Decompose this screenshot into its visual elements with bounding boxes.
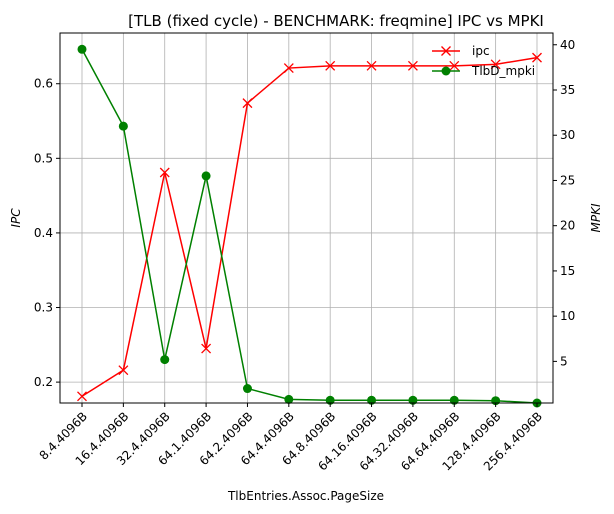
x-axis: 8.4.4096B16.4.4096B32.4.4096B64.1.4096B6… bbox=[37, 403, 545, 474]
marker-stroke bbox=[449, 60, 460, 71]
y-left-tick-label: 0.5 bbox=[34, 151, 53, 165]
y-right-tick-label: 40 bbox=[560, 38, 575, 52]
chart-title: [TLB (fixed cycle) - BENCHMARK: freqmine… bbox=[128, 12, 544, 30]
data-point-TlbD_mpki bbox=[118, 121, 128, 131]
data-point-ipc bbox=[449, 60, 460, 71]
marker-stroke bbox=[77, 391, 87, 402]
y-axis-left: 0.2 0.3 0.4 0.5 0.6 bbox=[34, 77, 60, 389]
data-point-ipc bbox=[77, 391, 87, 402]
legend-label: TlbD_mpki bbox=[471, 64, 535, 78]
marker-stroke bbox=[325, 60, 336, 71]
y-left-tick-label: 0.2 bbox=[34, 375, 53, 389]
data-point-ipc bbox=[242, 98, 253, 109]
legend-marker bbox=[441, 46, 451, 56]
marker-stroke bbox=[242, 98, 253, 109]
marker-stroke bbox=[490, 59, 501, 70]
series-layer bbox=[77, 44, 542, 408]
plot-frame bbox=[59, 32, 554, 404]
data-point-TlbD_mpki bbox=[160, 355, 170, 365]
data-point-ipc bbox=[201, 343, 212, 354]
marker-stroke bbox=[118, 365, 129, 376]
marker-stroke bbox=[366, 60, 377, 71]
grid bbox=[60, 33, 553, 403]
data-point-ipc bbox=[159, 167, 170, 178]
y-right-tick-label: 25 bbox=[560, 173, 575, 187]
data-point-ipc bbox=[532, 52, 542, 63]
legend-label: ipc bbox=[472, 44, 490, 58]
y-left-tick-label: 0.4 bbox=[34, 226, 53, 240]
series-line-TlbD_mpki bbox=[81, 48, 538, 404]
data-point-ipc bbox=[407, 60, 418, 71]
y-left-tick-label: 0.6 bbox=[34, 77, 53, 91]
y-axis-right: 5 10 15 20 25 30 35 40 bbox=[553, 38, 575, 368]
data-point-TlbD_mpki bbox=[284, 394, 294, 404]
legend-marker bbox=[441, 66, 451, 76]
y-left-tick-label: 0.3 bbox=[34, 301, 53, 315]
legend-item-ipc: ipc bbox=[432, 44, 490, 58]
legend: ipc TlbD_mpki bbox=[432, 44, 535, 78]
x-axis-label: TlbEntries.Assoc.PageSize bbox=[227, 489, 384, 503]
y-right-tick-label: 30 bbox=[560, 128, 575, 142]
data-point-ipc bbox=[325, 60, 336, 71]
y-right-tick-label: 5 bbox=[560, 354, 568, 368]
y-right-tick-label: 20 bbox=[560, 219, 575, 233]
data-point-TlbD_mpki bbox=[242, 384, 252, 394]
legend-item-TlbD_mpki: TlbD_mpki bbox=[432, 64, 535, 78]
data-point-ipc bbox=[366, 60, 377, 71]
data-point-TlbD_mpki bbox=[77, 44, 87, 54]
series-line-ipc bbox=[81, 56, 538, 397]
data-point-ipc bbox=[283, 63, 294, 74]
y-right-tick-label: 15 bbox=[560, 264, 575, 278]
marker-stroke bbox=[407, 60, 418, 71]
y-right-tick-label: 35 bbox=[560, 83, 575, 97]
marker-stroke bbox=[532, 52, 542, 63]
marker-stroke bbox=[441, 46, 451, 56]
y-axis-left-label: IPC bbox=[9, 208, 23, 228]
y-axis-right-label: MPKI bbox=[589, 203, 603, 232]
y-right-tick-label: 10 bbox=[560, 309, 575, 323]
marker-stroke bbox=[201, 343, 212, 354]
data-point-TlbD_mpki bbox=[201, 171, 211, 181]
data-point-ipc bbox=[490, 59, 501, 70]
data-point-ipc bbox=[118, 365, 129, 376]
marker-stroke bbox=[283, 63, 294, 74]
marker-stroke bbox=[159, 167, 170, 178]
